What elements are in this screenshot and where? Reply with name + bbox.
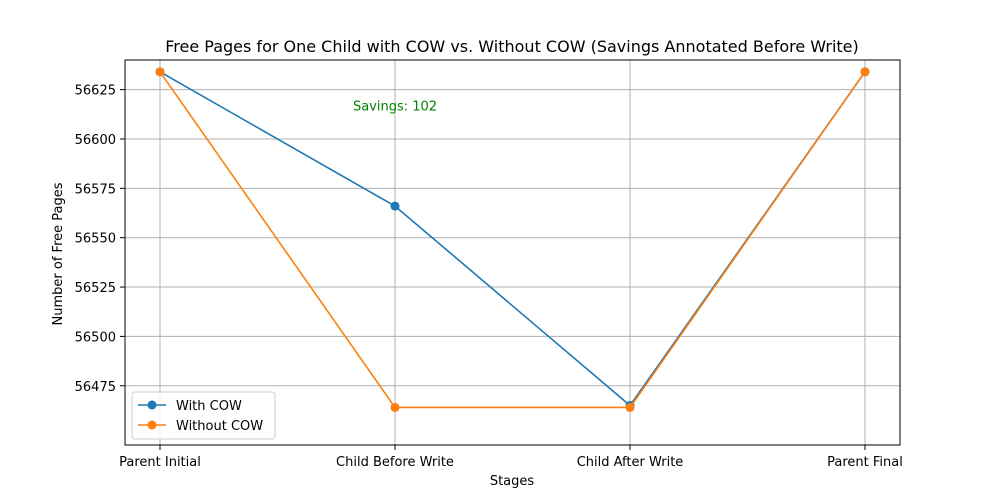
y-tick-label: 56575 xyxy=(75,182,116,197)
chart-title: Free Pages for One Child with COW vs. Wi… xyxy=(165,37,859,56)
series-line xyxy=(159,71,866,407)
y-tick-label: 56500 xyxy=(75,330,116,345)
plot-area-frame xyxy=(124,59,901,446)
legend-label: With COW xyxy=(176,399,242,414)
y-tick-label: 56550 xyxy=(75,232,116,247)
legend-marker xyxy=(147,400,157,410)
data-point xyxy=(860,67,870,77)
legend-box xyxy=(131,391,276,440)
legend-item: With COW xyxy=(138,399,242,414)
legend-marker xyxy=(147,420,157,430)
data-point xyxy=(155,67,165,77)
y-tick-label: 56525 xyxy=(75,281,116,296)
data-point xyxy=(625,402,635,412)
x-axis: Parent Initial Child Before Write Child Af… xyxy=(119,445,903,470)
series-line xyxy=(159,71,866,409)
series-0 xyxy=(155,67,870,411)
x-tick-label: Child After Write xyxy=(577,455,684,470)
y-tick-label: 56625 xyxy=(75,84,116,99)
x-tick-label: Parent Initial xyxy=(119,455,201,470)
y-tick-label: 56475 xyxy=(75,380,116,395)
legend-label: Without COW xyxy=(176,419,263,434)
y-axis: 56475 56500 56525 56550 56575 56600 56625 xyxy=(75,84,125,395)
annotation-layer: Savings: 102 xyxy=(353,99,437,114)
y-axis-label: Number of Free Pages xyxy=(51,182,66,325)
legend-item: Without COW xyxy=(138,419,263,434)
legend: With COW Without COW xyxy=(131,391,276,440)
series-layer xyxy=(155,67,870,412)
data-point xyxy=(390,402,400,412)
x-axis-label: Stages xyxy=(490,474,535,489)
data-point xyxy=(390,201,400,211)
x-tick-label: Parent Final xyxy=(827,455,903,470)
y-tick-label: 56600 xyxy=(75,133,116,148)
x-tick-label: Child Before Write xyxy=(336,455,454,470)
grid-lines xyxy=(125,60,900,445)
series-1 xyxy=(155,67,870,412)
savings-annotation: Savings: 102 xyxy=(353,99,437,114)
